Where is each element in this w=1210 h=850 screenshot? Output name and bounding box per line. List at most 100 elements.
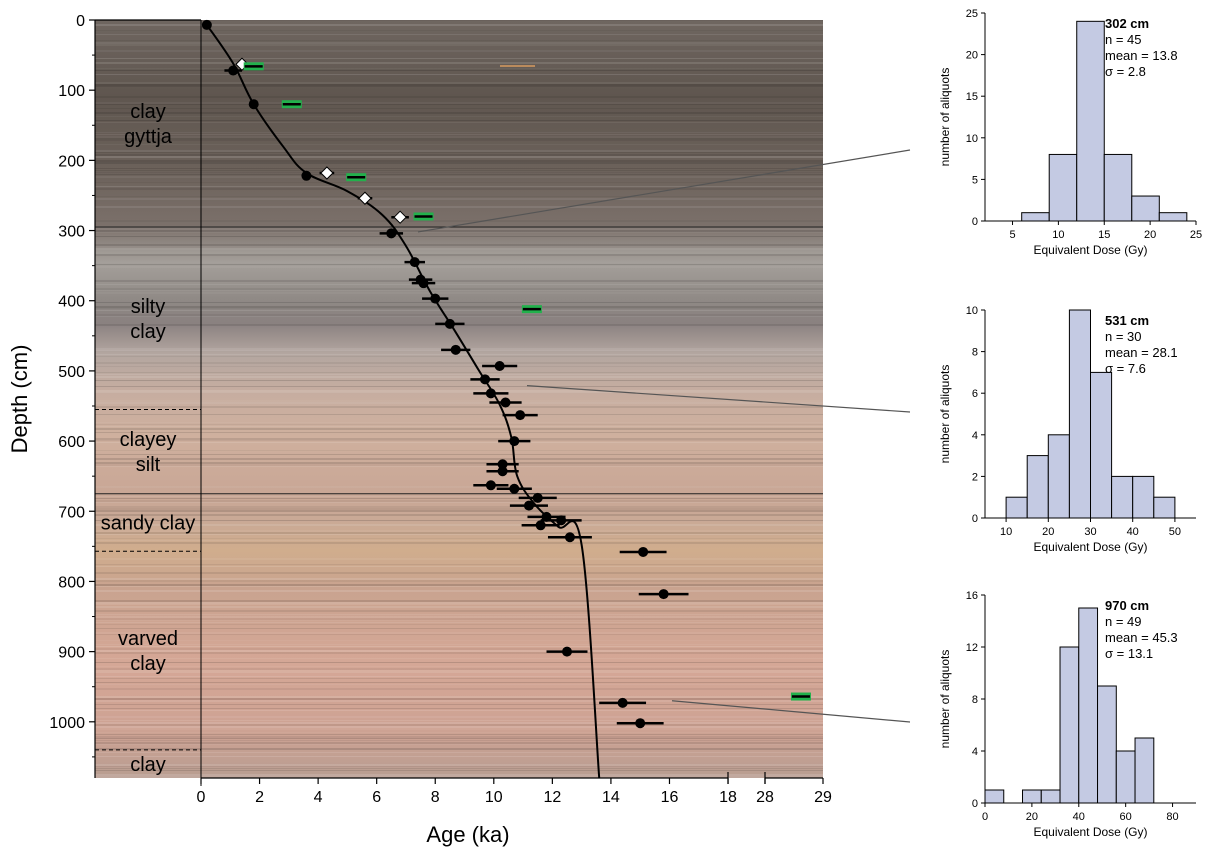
osl-age-point [523,500,534,511]
lithology-boundaries [95,226,823,751]
lamination-stripe [95,682,823,683]
histogram-bar [1090,371,1113,519]
main-axes: 0 100 200 300 400 500 600 700 800 900 1000 0 2 4 6 8 10 1… [49,13,832,806]
hist-x-tick-label: 10 [1000,526,1012,538]
lamination-stripe [95,250,823,252]
lamination-stripe [95,572,823,574]
lamination-stripe [95,104,823,105]
osl-age-point [386,228,397,239]
osl-age-point [485,480,496,491]
lamination-stripe [95,668,823,670]
lamination-stripe [95,292,823,294]
lamination-stripe [95,540,823,541]
hist-x-tick-label: 50 [1169,526,1181,538]
lithology-label: clay [130,653,166,675]
osl-age-point [444,318,455,329]
lamination-stripe [95,366,823,367]
age-model-curve [206,24,601,778]
osl-age-point [532,492,543,503]
lamination-stripe [95,606,823,608]
lamination-stripe [95,756,823,757]
lamination-stripe [95,650,823,652]
lithology-label: clay [130,321,166,343]
diamond-age-point [358,191,372,205]
x-tick-label: 16 [661,789,679,806]
lamination-stripe [95,542,823,544]
x-tick-label: 14 [602,789,620,806]
lamination-stripe [95,538,823,539]
hist-x-tick-label: 60 [1120,811,1132,823]
lamination-stripe [95,252,823,254]
y-tick-label: 700 [58,504,85,521]
lamination-stripe [95,510,823,512]
osl-age-point [564,532,575,543]
lamination-stripe [95,414,823,415]
osl-age-point [497,459,508,470]
osl-age-point [418,278,429,289]
x-tick-label: 10 [485,789,503,806]
y-tick-label: 800 [58,574,85,591]
histogram-302cm: 0 5 10 15 20 25 5 10 15 20 25 Equivalent Dose (Gy) n… [938,8,1202,257]
histogram-bar [1097,685,1117,804]
hist-x-axis-label: Equivalent Dose (Gy) [1033,540,1147,554]
lamination-stripe [95,62,823,64]
lamination-stripe [95,20,823,21]
hist-x-tick-label: 10 [1052,229,1064,241]
osl-age-point [494,360,505,371]
lamination-stripe [95,698,823,700]
hist-stat-label: σ = 7.6 [1105,361,1146,376]
lamination-stripe [95,30,823,31]
histogram-bar [1103,153,1133,222]
lamination-stripe [95,198,823,200]
lamination-stripe [95,700,823,702]
lamination-stripe [95,466,823,467]
lamination-stripe [95,362,823,364]
lamination-stripe [95,162,823,164]
lamination-stripe [95,600,823,602]
lamination-stripe [95,172,823,173]
diamond-age-point [393,210,407,224]
hist-sample-depth: 531 cm [1105,313,1149,328]
osl-age-point [248,99,259,110]
histogram-bar [1076,20,1105,222]
x-tick-label: 28 [756,789,774,806]
lamination-stripe [95,230,823,232]
hist-y-tick-label: 25 [966,8,978,20]
lamination-stripe [95,244,823,246]
lamination-stripe [95,450,823,451]
lamination-stripe [95,288,823,290]
lamination-stripe [95,734,823,735]
histogram-bar [1048,153,1078,222]
lamination-stripe [95,454,823,455]
lamination-stripe [95,766,823,767]
lamination-stripe [95,704,823,705]
hist-stat-label: mean = 13.8 [1105,48,1178,63]
osl-age-point [509,483,520,494]
lamination-stripe [95,432,823,433]
hist-sample-depth: 970 cm [1105,598,1149,613]
lamination-stripe [95,392,823,393]
hist-y-tick-label: 20 [966,50,978,62]
lamination-stripe [95,402,823,404]
osl-age-point [430,293,441,304]
histogram-bar [1040,789,1061,804]
lamination-stripe [95,652,823,654]
y-tick-label: 600 [58,434,85,451]
lamination-stripe [95,264,823,265]
lamination-stripe [95,116,823,117]
histogram-bar [1021,212,1050,222]
lamination-stripe [95,558,823,560]
lamination-stripe [95,138,823,140]
connector-line [671,700,911,723]
core-photo-background [95,20,823,778]
y-axis-label: Depth (cm) [7,345,32,454]
hist-x-axis-label: Equivalent Dose (Gy) [1033,825,1147,839]
lamination-stripe [95,676,823,677]
histogram-bar [1078,607,1099,804]
lamination-stripe [95,400,823,402]
histogram-connectors [417,149,911,723]
lamination-stripe [95,646,823,647]
lamination-stripe [95,632,823,634]
hist-y-tick-label: 15 [966,91,978,103]
